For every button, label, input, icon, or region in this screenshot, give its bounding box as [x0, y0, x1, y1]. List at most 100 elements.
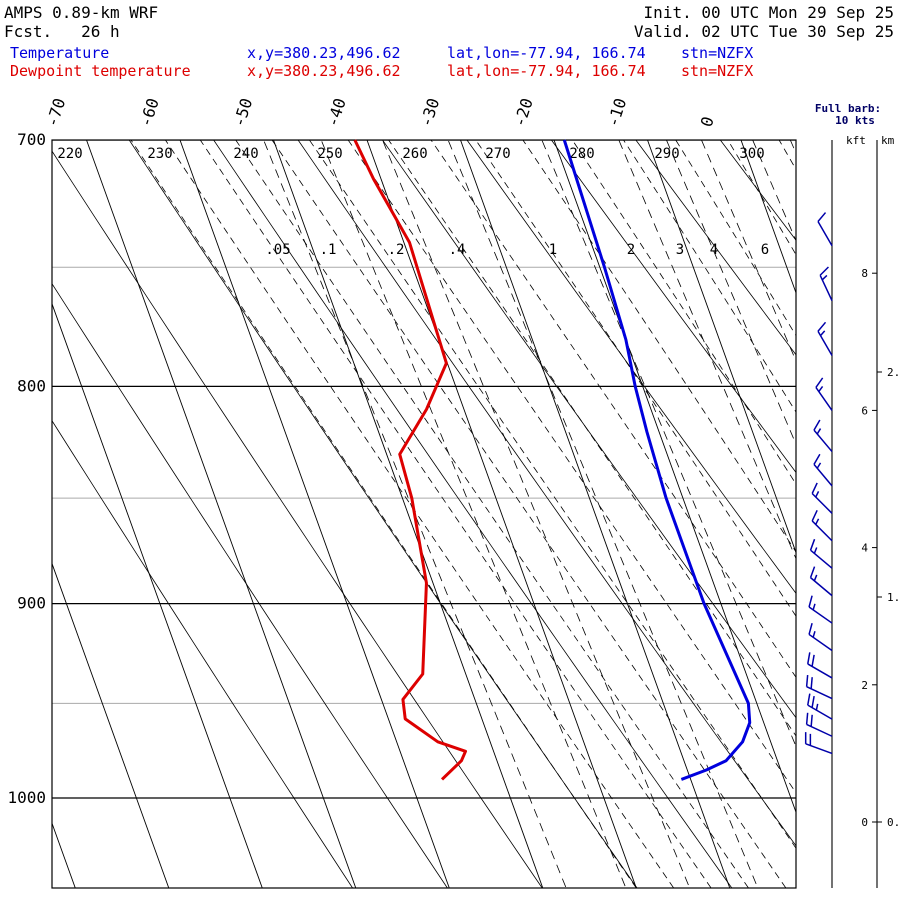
wind-barb: [819, 274, 833, 301]
wind-barb-half-feather: [815, 518, 820, 525]
kft-unit-label: kft: [846, 134, 866, 147]
mixing-ratio-line: [701, 140, 796, 362]
moist-adiabat-line: [199, 140, 712, 888]
isotherm-label: -40: [323, 96, 350, 129]
wind-barb-half-feather: [812, 603, 816, 611]
wind-barb: [805, 743, 833, 755]
dry-adiabat-line: [297, 140, 796, 847]
dry-adiabat-line: [128, 140, 638, 888]
mixing-ratio-line: [618, 140, 796, 560]
dry-adiabat-line: [466, 140, 796, 595]
mixing-ratio-label: 1: [549, 242, 557, 258]
legend-latlon-temperature: lat,lon=-77.94, 166.74: [447, 44, 646, 62]
dry-adiabat-line: [213, 140, 733, 888]
dry-adiabat-label: 280: [569, 146, 594, 162]
wind-barb: [806, 686, 833, 700]
wind-barb-half-feather: [819, 330, 826, 337]
isotherm-label: -20: [510, 96, 537, 129]
wind-barb: [810, 577, 833, 597]
wind-barb-feather: [813, 419, 821, 431]
isotherm-line: [52, 302, 263, 888]
mixing-ratio-line: [447, 140, 759, 888]
wind-barb-feather: [811, 482, 818, 494]
legend-dewpoint: Dewpoint temperature: [10, 62, 191, 80]
mixing-ratio-line: [263, 140, 567, 888]
kft-tick-label: 6: [861, 404, 868, 417]
km-tick-label: 0.: [887, 816, 900, 829]
isotherm-line: [52, 562, 170, 888]
wind-barb: [813, 463, 833, 487]
temperature-profile: [562, 139, 752, 781]
dry-adiabat-line: [382, 140, 796, 719]
kft-tick-label: 2: [861, 679, 868, 692]
isotherm-line: [553, 140, 796, 814]
plot-frame: [51, 139, 797, 889]
isotherm-label: -30: [416, 96, 443, 129]
wind-barb-feather: [817, 212, 827, 222]
isotherm-label: 0: [697, 114, 718, 129]
dry-adiabat-label: 260: [402, 146, 427, 162]
isotherm-line: [86, 140, 357, 888]
moist-adiabat-line: [347, 140, 796, 794]
mixing-ratio-label: .2: [388, 242, 405, 258]
isotherm-line: [460, 140, 731, 888]
wind-barb-feather: [819, 266, 829, 276]
dry-adiabat-line: [52, 283, 448, 888]
kft-tick-label: 0: [861, 816, 868, 829]
wind-barb: [811, 492, 833, 514]
init-time: Init. 00 UTC Mon 29 Sep 25: [643, 3, 894, 22]
moist-adiabat-line: [522, 140, 796, 553]
dry-adiabat-label: 240: [233, 146, 258, 162]
moist-adiabat-line: [164, 140, 675, 888]
wind-barb-feather: [811, 695, 815, 708]
mixing-ratio-label: .4: [449, 242, 466, 258]
wind-barb-feather: [813, 453, 821, 465]
wind-barb: [808, 606, 833, 624]
km-unit-label: km: [881, 134, 895, 147]
dry-adiabat-line: [679, 0, 900, 900]
dry-adiabat-label: 250: [317, 146, 342, 162]
wind-barb-feather: [809, 538, 816, 551]
wind-barb-feather: [809, 566, 816, 578]
dry-adiabat-line: [719, 140, 796, 241]
wind-barb-feather: [808, 622, 813, 635]
wind-barb-half-feather: [815, 491, 820, 498]
wind-barb-half-feather: [815, 703, 819, 711]
isotherm-label: -50: [229, 96, 256, 129]
mixing-ratio-line: [789, 140, 796, 155]
km-tick-label: 2.: [887, 366, 900, 379]
wind-barb-half-feather: [821, 274, 828, 281]
isotherm-label: -10: [603, 96, 630, 129]
isotherm-label: -70: [42, 96, 69, 129]
mixing-ratio-line: [382, 140, 691, 888]
mixing-ratio-label: 4: [710, 242, 718, 258]
legend-temperature: Temperature: [10, 44, 110, 62]
moist-adiabat-line: [430, 140, 796, 679]
dry-adiabat-line: [52, 420, 354, 888]
barb-note: Full barb:: [815, 102, 881, 115]
wind-barb-half-feather: [816, 462, 822, 469]
wind-barb: [817, 330, 833, 356]
moist-adiabat-line: [475, 140, 796, 617]
mixing-ratio-label: 6: [761, 242, 769, 258]
barb-note-speed: 10 kts: [835, 114, 875, 127]
moist-adiabat-line: [235, 140, 749, 888]
mixing-ratio-line: [752, 140, 796, 242]
moist-adiabat-line: [130, 140, 637, 888]
valid-time: Valid. 02 UTC Tue 30 Sep 25: [633, 22, 894, 41]
wind-barb-feather: [811, 510, 818, 522]
isotherm-line: [273, 140, 544, 888]
pressure-tick-label: 800: [17, 376, 46, 395]
wind-barb-feather: [805, 674, 809, 687]
model-title: AMPS 0.89-km WRF: [4, 3, 159, 22]
wind-barb: [813, 429, 833, 453]
wind-barb-half-feather: [813, 547, 818, 554]
wind-barb-feather: [805, 712, 809, 725]
dewpoint-profile: [353, 139, 468, 781]
wind-barb-half-feather: [818, 386, 824, 393]
dry-adiabat-label: 220: [57, 146, 82, 162]
isotherm-line: [366, 140, 637, 888]
moist-adiabat-line: [778, 140, 796, 171]
dry-adiabat-label: 300: [739, 146, 764, 162]
